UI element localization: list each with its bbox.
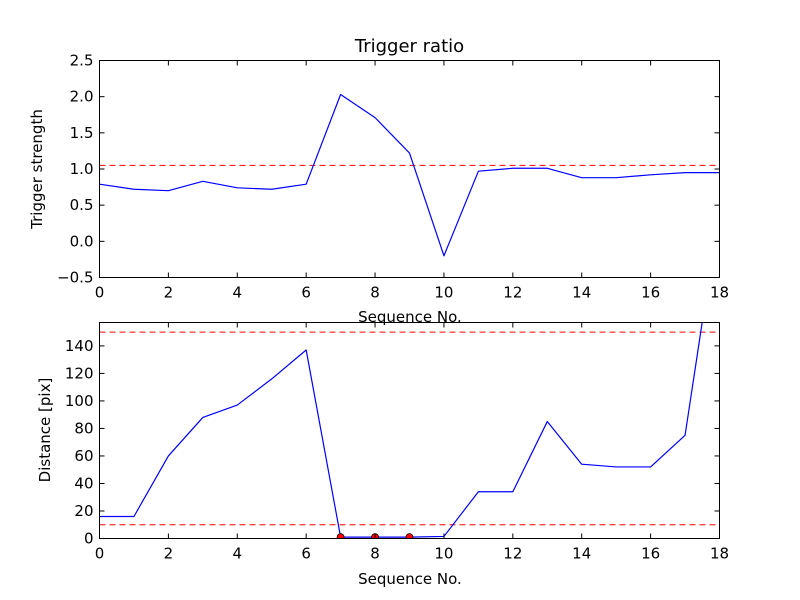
top-x-tick-label: 2 <box>164 284 174 302</box>
top-y-axis-label: Trigger strength <box>28 109 46 230</box>
bottom-series-line-0 <box>99 322 703 538</box>
top-x-tick-label: 18 <box>710 284 729 302</box>
bottom-y-axis-label: Distance [pix] <box>36 378 54 483</box>
top-y-tick-label: 0.0 <box>70 232 94 250</box>
bottom-x-tick-label: 0 <box>95 545 105 563</box>
bottom-x-tick-label: 16 <box>641 545 660 563</box>
top-y-tick-label: 1.0 <box>70 160 94 178</box>
top-y-tick-label: −0.5 <box>57 269 93 287</box>
bottom-x-axis-label: Sequence No. <box>358 570 462 588</box>
bottom-ticks: 0 2 4 6 8 10 12 14 16 18 0 20 40 60 80 100 120 140 <box>65 322 729 563</box>
bottom-marker-2 <box>405 533 414 539</box>
bottom-x-tick-label: 2 <box>164 545 174 563</box>
bottom-y-tick-label: 120 <box>65 364 94 382</box>
bottom-x-tick-label: 10 <box>434 545 453 563</box>
top-plot-area <box>99 93 720 257</box>
top-x-tick-label: 4 <box>233 284 243 302</box>
bottom-x-tick-label: 12 <box>503 545 522 563</box>
top-y-tick-label: 1.5 <box>70 124 94 142</box>
bottom-y-tick-label: 80 <box>74 419 93 437</box>
bottom-y-tick-label: 60 <box>74 447 93 465</box>
bottom-chart: 0 2 4 6 8 10 12 14 16 18 0 20 40 60 80 100 120 140 Sequen… <box>36 322 729 588</box>
top-x-tick-label: 16 <box>641 284 660 302</box>
top-y-tick-label: 0.5 <box>70 196 94 214</box>
top-x-axis-label: Sequence No. <box>358 308 462 326</box>
top-x-tick-label: 12 <box>503 284 522 302</box>
bottom-x-tick-label: 18 <box>710 545 729 563</box>
top-x-tick-label: 14 <box>572 284 591 302</box>
bottom-y-tick-label: 20 <box>74 502 93 520</box>
bottom-x-tick-label: 6 <box>301 545 311 563</box>
bottom-y-tick-label: 40 <box>74 474 93 492</box>
top-x-tick-label: 10 <box>434 284 453 302</box>
top-ticks: 0 2 4 6 8 10 12 14 16 18 −0.5 0.0 0.5 1.0 1.5 2.0 2.5 <box>57 52 729 302</box>
bottom-y-tick-label: 0 <box>84 530 94 548</box>
top-series-line-0 <box>99 93 720 257</box>
top-y-tick-label: 2.5 <box>70 52 94 70</box>
top-axes-frame <box>99 60 720 278</box>
bottom-x-tick-label: 4 <box>233 545 243 563</box>
bottom-y-tick-label: 140 <box>65 337 94 355</box>
top-chart: Trigger ratio 0 2 4 6 8 10 12 14 16 18 −0.5 0.0 0.5 1… <box>28 36 729 326</box>
bottom-x-tick-label: 8 <box>370 545 380 563</box>
top-x-tick-label: 6 <box>301 284 311 302</box>
bottom-y-tick-label: 100 <box>65 392 94 410</box>
bottom-axes-frame <box>99 322 720 539</box>
bottom-plot-area <box>99 322 720 539</box>
bottom-marker-0 <box>336 533 345 539</box>
top-y-tick-label: 2.0 <box>70 88 94 106</box>
top-chart-title: Trigger ratio <box>354 36 464 57</box>
top-x-tick-label: 0 <box>95 284 105 302</box>
top-x-tick-label: 8 <box>370 284 380 302</box>
bottom-x-tick-label: 14 <box>572 545 591 563</box>
